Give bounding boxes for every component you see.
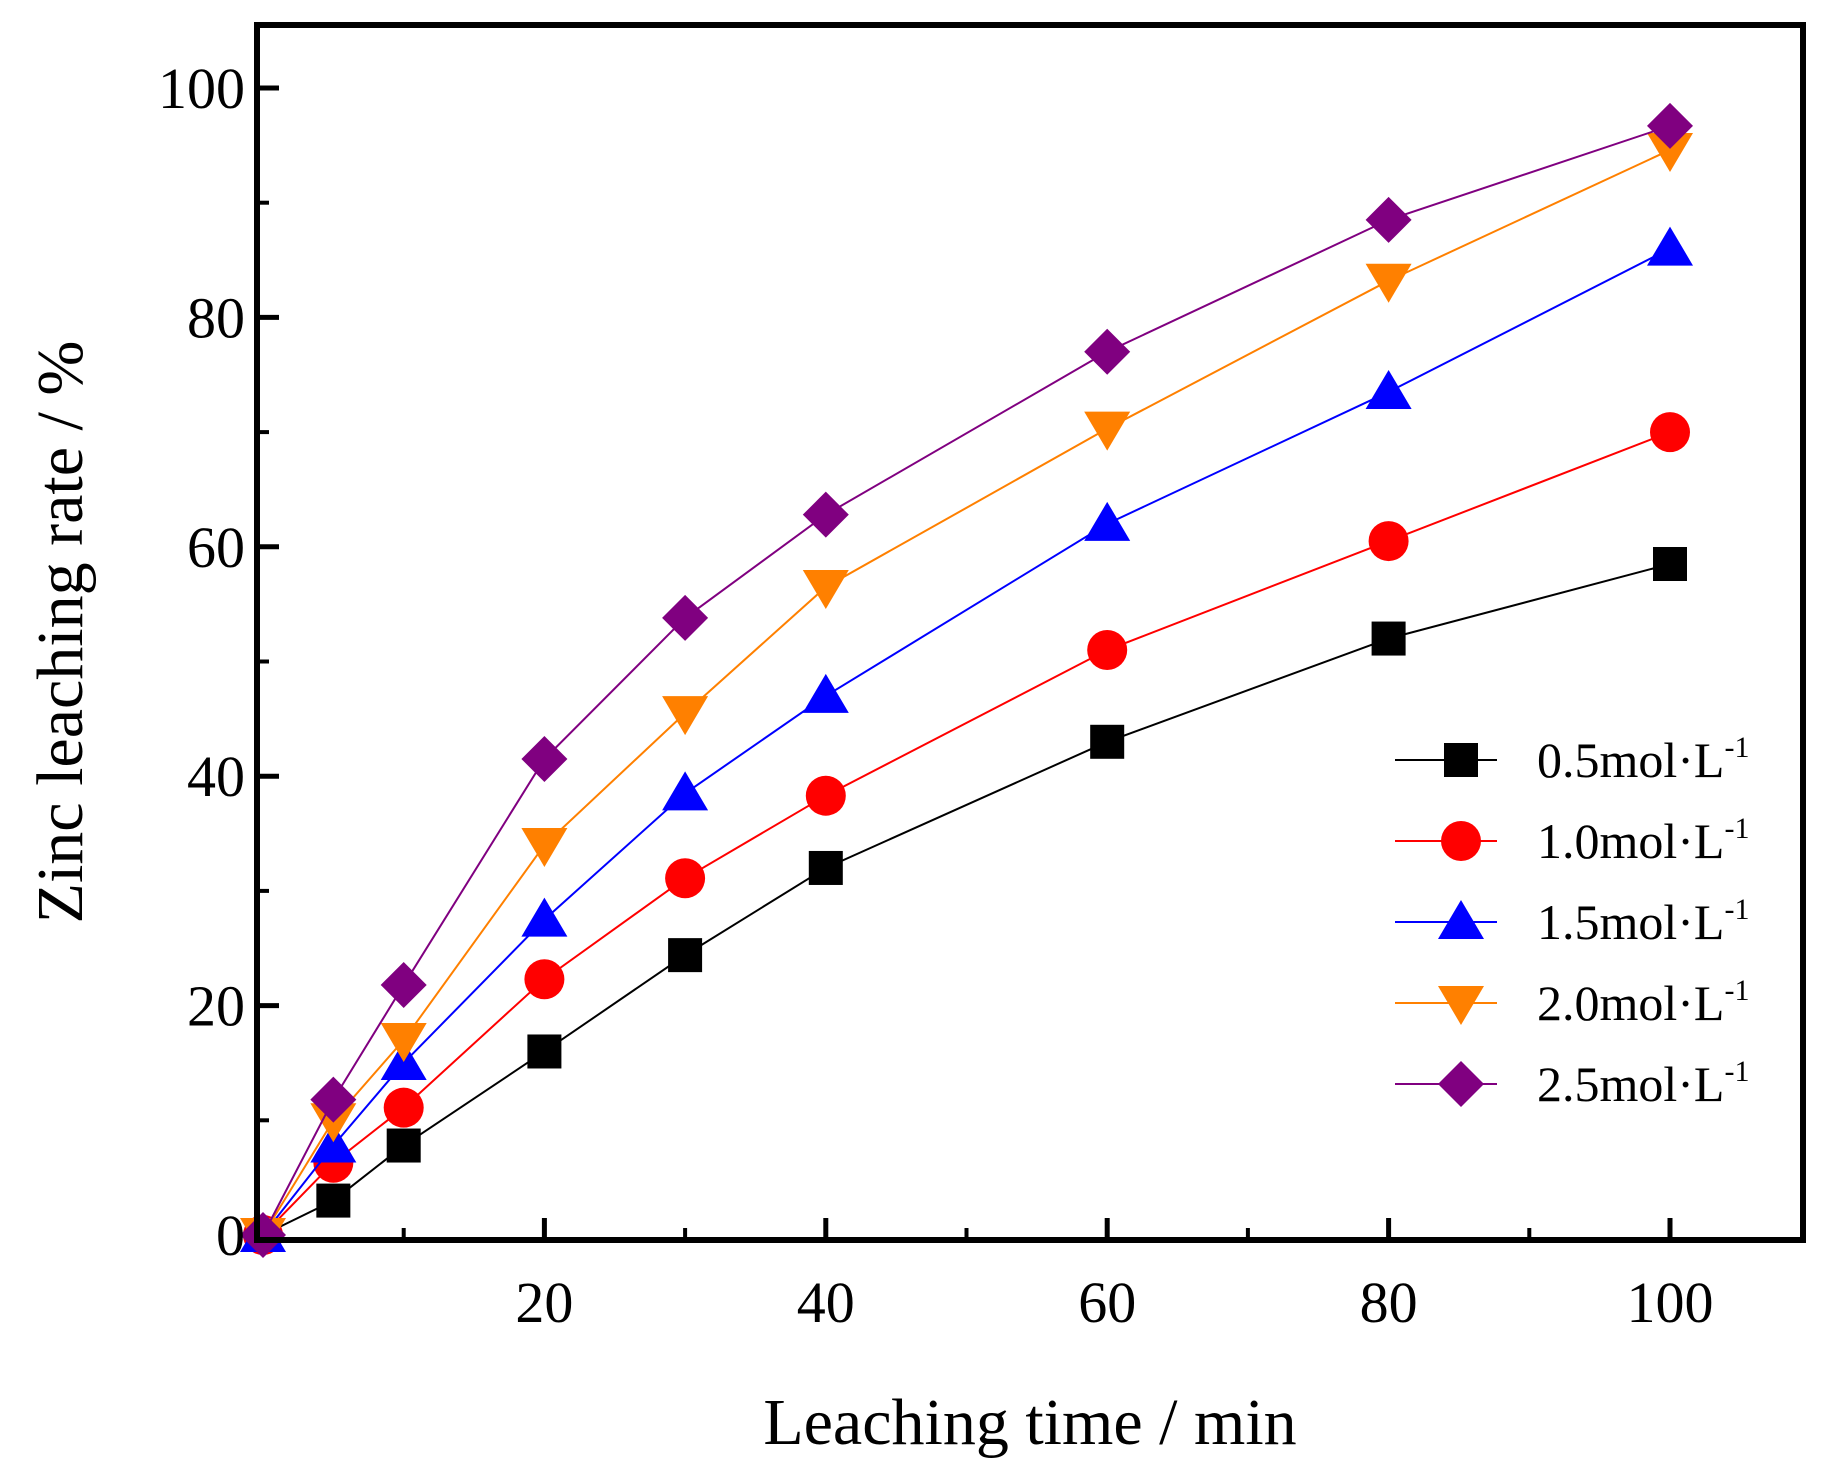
data-point [1084,411,1131,451]
data-point [802,673,849,713]
series-diamond [240,102,1693,1258]
data-point [1365,263,1412,303]
x-tick-label: 40 [797,1270,855,1335]
data-point [662,594,709,641]
data-point [668,938,703,973]
legend-label: 2.5mol·L-1 [1537,1055,1749,1112]
legend-entry: 2.5mol·L-1 [1395,1055,1749,1112]
data-point [802,569,849,609]
legend-label-text: 2.0mol·L [1537,975,1724,1031]
series-square [246,547,1687,1252]
x-tick-label: 60 [1078,1270,1136,1335]
series-triangle-up [240,226,1693,1252]
legend-label: 0.5mol·L-1 [1537,731,1749,788]
data-point [1368,521,1409,562]
legend-marker [1438,986,1484,1025]
legend-entry: 1.5mol·L-1 [1395,893,1749,950]
data-point [527,1034,562,1069]
data-point [521,828,568,868]
data-point [808,850,843,885]
data-point [1084,328,1131,375]
data-point [380,961,427,1008]
legend-label-text: 0.5mol·L [1537,732,1724,788]
series-line [262,563,1671,1236]
legend-label: 1.5mol·L-1 [1537,893,1749,950]
legend-label-text: 2.5mol·L [1537,1056,1724,1112]
data-point [240,1212,286,1258]
data-point [665,858,706,899]
data-point [386,1128,421,1163]
data-point [310,1123,357,1163]
data-point [1365,369,1412,409]
data-point [380,1023,427,1063]
legend-entry: 2.0mol·L-1 [1395,974,1749,1031]
data-point [805,775,846,816]
legend-label: 2.0mol·L-1 [1537,974,1749,1031]
data-point [524,959,565,1000]
y-axis-title: Zinc leaching rate / % [24,341,97,924]
data-point [1090,724,1125,759]
y-tick-label: 80 [187,285,245,350]
y-tick-label: 0 [216,1203,245,1268]
plot-series [240,102,1693,1258]
data-point [1647,102,1693,149]
data-point [1087,630,1128,671]
data-point [521,897,568,937]
legend-marker [1438,1061,1484,1107]
data-point [1084,501,1131,541]
x-tick-label: 100 [1627,1270,1714,1335]
legend-marker [1444,743,1478,777]
legend: 0.5mol·L-11.0mol·L-11.5mol·L-12.0mol·L-1… [1395,731,1749,1112]
legend-label-superscript: -1 [1724,893,1749,926]
data-point [1365,196,1412,243]
data-point [1650,412,1690,453]
legend-entry: 0.5mol·L-1 [1395,731,1749,788]
legend-label-text: 1.5mol·L [1537,894,1724,950]
data-point [1647,226,1693,266]
data-point [1653,547,1687,582]
x-axis-title: Leaching time / min [763,1386,1296,1459]
plot-frame [254,22,1806,1243]
data-point [662,771,709,811]
data-point [521,735,568,782]
legend-label: 1.0mol·L-1 [1537,812,1749,869]
data-point [310,1103,357,1143]
data-point [1647,132,1693,172]
x-tick-label: 80 [1360,1270,1418,1335]
data-point [316,1183,351,1218]
y-tick-label: 40 [187,744,245,809]
data-point [1371,621,1406,656]
data-point [310,1076,357,1123]
y-tick-label: 20 [187,974,245,1039]
legend-label-superscript: -1 [1724,974,1749,1007]
legend-label-superscript: -1 [1724,1055,1749,1088]
y-tick-label: 100 [158,56,245,121]
x-tick-label: 20 [515,1270,573,1335]
data-point [802,491,849,538]
tick-labels: 20 40 60 80 100 0 20 40 60 80 100 [158,56,1714,1335]
legend-label-text: 1.0mol·L [1537,813,1724,869]
legend-label-superscript: -1 [1724,812,1749,845]
legend-marker [1441,821,1481,861]
legend-marker [1438,900,1484,939]
y-tick-label: 60 [187,515,245,580]
legend-label-superscript: -1 [1724,731,1749,764]
data-point [383,1087,424,1128]
legend-entry: 1.0mol·L-1 [1395,812,1749,869]
data-point [662,696,709,736]
